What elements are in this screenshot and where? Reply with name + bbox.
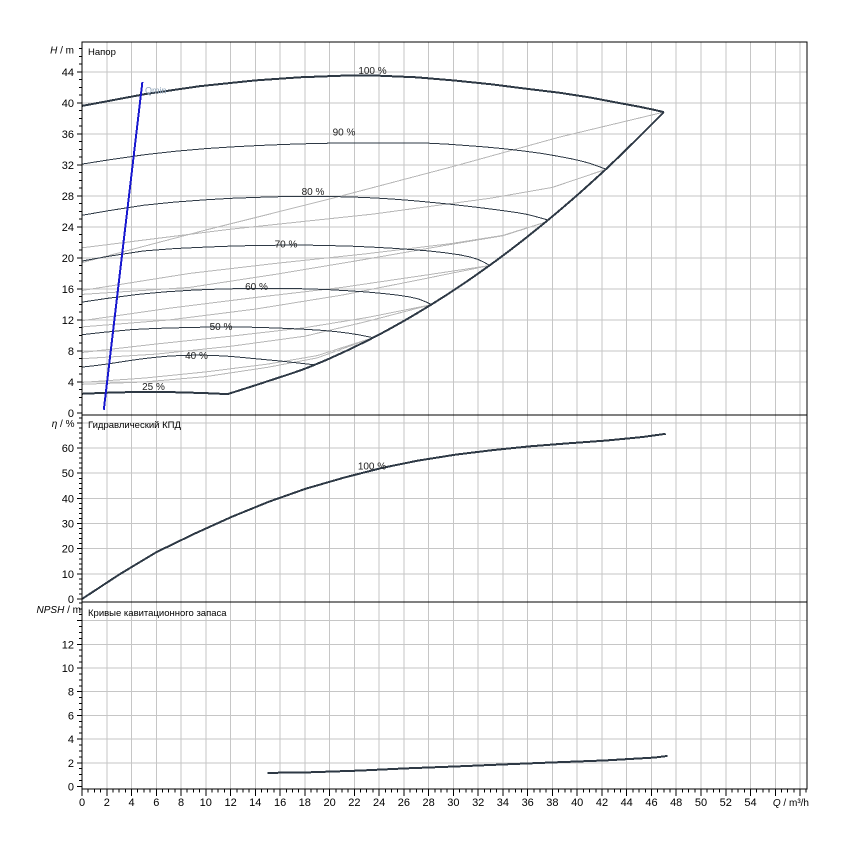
svg-text:H / m: H / m [50,46,74,57]
svg-text:12: 12 [224,797,236,809]
svg-text:22: 22 [348,797,360,809]
svg-text:20: 20 [323,797,335,809]
svg-text:2: 2 [104,797,110,809]
svg-text:4: 4 [68,377,74,389]
svg-text:12: 12 [62,639,74,651]
svg-text:40: 40 [62,493,74,505]
svg-text:40: 40 [571,797,583,809]
svg-text:32: 32 [62,160,74,172]
svg-text:25 %: 25 % [142,382,165,393]
svg-text:100 %: 100 % [358,66,386,77]
svg-text:44: 44 [62,67,74,79]
svg-text:36: 36 [62,129,74,141]
svg-text:6: 6 [68,710,74,722]
svg-text:Напор: Напор [88,47,116,58]
svg-text:18: 18 [299,797,311,809]
svg-text:14: 14 [249,797,261,809]
svg-text:20: 20 [62,544,74,556]
svg-text:Гидравлический КПД: Гидравлический КПД [88,420,181,431]
svg-text:4: 4 [128,797,134,809]
svg-text:16: 16 [62,284,74,296]
svg-text:4: 4 [68,734,74,746]
svg-text:30: 30 [62,519,74,531]
svg-text:54: 54 [744,797,756,809]
svg-text:8: 8 [68,346,74,358]
svg-text:2: 2 [68,758,74,770]
svg-text:16: 16 [274,797,286,809]
svg-text:10: 10 [200,797,212,809]
svg-text:34: 34 [497,797,509,809]
svg-text:60 %: 60 % [245,282,268,293]
svg-text:42: 42 [596,797,608,809]
svg-text:0: 0 [68,408,74,420]
svg-text:32: 32 [472,797,484,809]
svg-text:40: 40 [62,98,74,110]
svg-text:8: 8 [68,687,74,699]
svg-text:η / %: η / % [52,419,75,430]
svg-text:0: 0 [68,594,74,606]
svg-text:50: 50 [62,468,74,480]
svg-text:44: 44 [621,797,633,809]
svg-text:28: 28 [422,797,434,809]
svg-text:52: 52 [720,797,732,809]
svg-text:0: 0 [68,782,74,794]
svg-text:48: 48 [670,797,682,809]
svg-text:30: 30 [447,797,459,809]
svg-text:Q / m³/h: Q / m³/h [773,798,809,809]
svg-text:Qmin: Qmin [145,86,167,96]
svg-text:60: 60 [62,443,74,455]
svg-text:NPSH / m: NPSH / m [37,605,81,616]
svg-text:50: 50 [695,797,707,809]
svg-text:100 %: 100 % [358,462,386,473]
svg-text:28: 28 [62,191,74,203]
svg-text:6: 6 [153,797,159,809]
svg-text:10: 10 [62,569,74,581]
svg-text:Кривые кавитационного запаса: Кривые кавитационного запаса [88,608,227,619]
svg-text:36: 36 [522,797,534,809]
svg-text:50 %: 50 % [210,322,233,333]
svg-text:24: 24 [373,797,385,809]
svg-text:12: 12 [62,315,74,327]
svg-text:70 %: 70 % [275,240,298,251]
svg-text:90 %: 90 % [333,128,356,139]
svg-text:26: 26 [398,797,410,809]
svg-text:10: 10 [62,663,74,675]
svg-text:38: 38 [546,797,558,809]
svg-text:80 %: 80 % [302,187,325,198]
svg-text:0: 0 [79,797,85,809]
svg-text:46: 46 [645,797,657,809]
svg-text:24: 24 [62,222,74,234]
svg-text:8: 8 [178,797,184,809]
svg-text:20: 20 [62,253,74,265]
svg-text:40 %: 40 % [185,351,208,362]
